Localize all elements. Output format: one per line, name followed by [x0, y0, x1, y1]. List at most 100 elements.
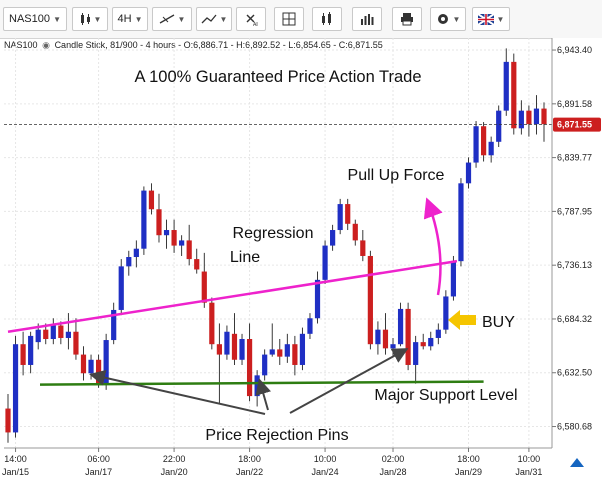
candle-body — [216, 344, 222, 355]
candle-body — [322, 245, 328, 280]
candle-body — [126, 257, 132, 267]
print-button[interactable] — [392, 7, 422, 31]
candle-body — [382, 329, 389, 349]
candle-body — [503, 61, 509, 111]
candle-body — [428, 337, 434, 347]
pins-annotation: Price Rejection Pins — [205, 427, 348, 444]
candle-body — [541, 108, 547, 125]
chevron-down-icon: ▼ — [93, 14, 102, 24]
candle-body — [148, 190, 155, 210]
grid-icon — [282, 12, 296, 26]
buy-arrow-icon — [448, 310, 476, 330]
chart-info-bar: NAS100 ◉ Candle Stick, 81/900 - 4 hours … — [4, 40, 383, 51]
symbol-select-label: NAS100 — [9, 13, 50, 25]
candle-body — [254, 375, 260, 397]
candle-body — [58, 325, 64, 338]
candle-body — [141, 190, 147, 249]
bar-type-icon — [80, 13, 90, 25]
info-symbol: NAS100 — [4, 40, 38, 50]
date-tick-label: Jan/22 — [236, 467, 263, 477]
date-tick-label: Jan/29 — [455, 467, 482, 477]
candle-body — [337, 204, 343, 231]
date-tick-label: Jan/28 — [379, 467, 406, 477]
time-axis: 14:00 Jan/15 06:00 Jan/17 22:00 Jan/20 18:00 Ja… — [2, 447, 552, 477]
candle-body — [269, 349, 275, 355]
candle-body — [111, 309, 117, 341]
candle-body — [95, 359, 102, 384]
candle-body — [12, 344, 19, 433]
candle-style-icon — [322, 12, 331, 25]
candle-body — [375, 329, 381, 345]
candle-body — [496, 110, 502, 142]
candle-body — [277, 349, 283, 357]
candle-body — [397, 308, 404, 345]
candle-body — [465, 162, 472, 184]
candle-body — [209, 302, 215, 345]
candle-body — [20, 344, 26, 365]
candle-body — [133, 248, 139, 258]
chevron-down-icon: ▼ — [53, 14, 61, 24]
print-icon — [401, 13, 413, 26]
chevron-down-icon: ▼ — [177, 14, 186, 24]
candle-body — [307, 318, 313, 334]
date-tick-label: Jan/31 — [515, 467, 542, 477]
trendline-button[interactable]: ▼ — [152, 7, 192, 31]
price-tick-label: 6,839.77 — [557, 153, 592, 163]
current-price-tag — [553, 117, 601, 132]
candle-body — [390, 344, 396, 349]
time-tick-label: 18:00 — [238, 454, 261, 464]
support-annotation: Major Support Level — [374, 387, 517, 404]
price-tick-label: 6,787.95 — [557, 206, 592, 216]
rejection-pin-arrow — [289, 348, 409, 414]
trendline-icon — [159, 14, 174, 24]
regression-line — [7, 259, 458, 333]
candle-body — [330, 230, 336, 246]
candle-body — [179, 240, 185, 246]
candle-body — [473, 126, 479, 163]
candle-body — [224, 331, 230, 355]
price-tick-label: 6,736.13 — [557, 260, 592, 270]
symbol-select[interactable]: NAS100 ▼ — [3, 7, 67, 31]
grid-button[interactable] — [274, 7, 304, 31]
candle-body — [156, 209, 162, 236]
settings-button[interactable]: ▼ — [430, 7, 466, 31]
candle-body — [186, 240, 192, 260]
timeframe-select[interactable]: 4H ▼ — [112, 7, 148, 31]
chevron-down-icon: ▼ — [452, 14, 461, 24]
candle-body — [299, 333, 306, 365]
candle-body — [35, 329, 41, 343]
price-tick-label: 6,684.32 — [557, 314, 592, 324]
time-tick-label: 14:00 — [4, 454, 27, 464]
time-tick-label: 10:00 — [314, 454, 337, 464]
candle-body — [367, 255, 373, 345]
candle-body — [171, 230, 177, 246]
bar-type-button[interactable]: ▼ — [72, 7, 108, 31]
candle-style-button[interactable] — [312, 7, 342, 31]
candle-body — [458, 183, 464, 262]
candle-body — [405, 308, 411, 365]
date-tick-label: Jan/24 — [312, 467, 339, 477]
pull-up-annotation: Pull Up Force — [348, 167, 445, 184]
candle-body — [511, 61, 517, 129]
candle-body — [526, 110, 532, 125]
candle-body — [435, 329, 441, 338]
candle-body — [481, 126, 487, 156]
indicators-button[interactable] — [352, 7, 382, 31]
eye-icon[interactable]: ◉ — [42, 40, 50, 50]
chevron-down-icon: ▼ — [219, 14, 228, 24]
delete-drawings-button[interactable]: All — [236, 7, 266, 31]
regression-annotation-line1: Regression — [233, 225, 314, 242]
price-tick-label: 6,580.68 — [557, 422, 592, 432]
scroll-right-icon[interactable] — [570, 458, 584, 467]
candle-body — [50, 325, 56, 340]
drawing-tools-button[interactable]: ▼ — [196, 7, 232, 31]
candle-body — [201, 271, 207, 303]
candles-layer — [5, 48, 547, 443]
candle-body — [246, 339, 253, 397]
price-axis: 6,943.40 6,891.58 6,839.77 6,787.95 6,736.13… — [551, 38, 602, 448]
price-tick-label: 6,891.58 — [557, 99, 592, 109]
info-ohlc: Candle Stick, 81/900 - 4 hours - O:6,886… — [54, 40, 383, 50]
rejection-pin-arrow — [255, 378, 271, 411]
language-button[interactable]: ▼ — [472, 7, 510, 31]
